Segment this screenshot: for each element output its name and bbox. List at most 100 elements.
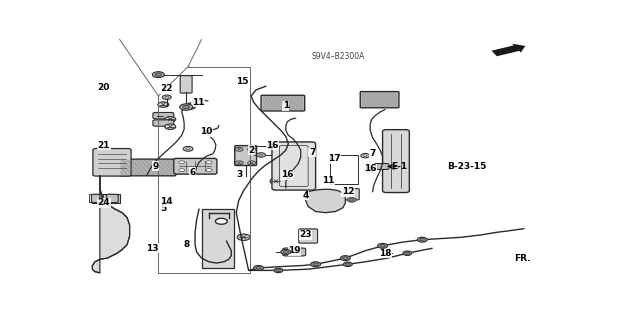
Circle shape (216, 218, 227, 224)
Circle shape (270, 178, 282, 184)
Circle shape (248, 147, 255, 151)
Circle shape (180, 104, 193, 110)
FancyBboxPatch shape (283, 248, 306, 256)
FancyBboxPatch shape (173, 159, 217, 174)
Circle shape (185, 104, 196, 109)
FancyBboxPatch shape (106, 194, 118, 203)
Circle shape (310, 262, 321, 267)
Text: 17: 17 (328, 154, 340, 163)
FancyBboxPatch shape (93, 149, 131, 176)
Circle shape (313, 263, 318, 266)
Text: 16: 16 (266, 141, 278, 150)
FancyBboxPatch shape (272, 142, 316, 190)
Circle shape (165, 124, 176, 130)
Circle shape (403, 251, 412, 256)
Text: 18: 18 (379, 249, 391, 258)
FancyBboxPatch shape (261, 95, 305, 111)
FancyBboxPatch shape (374, 164, 389, 169)
FancyBboxPatch shape (92, 194, 120, 203)
FancyBboxPatch shape (180, 76, 192, 93)
FancyBboxPatch shape (153, 113, 173, 119)
Circle shape (281, 249, 291, 255)
Circle shape (361, 153, 370, 158)
Circle shape (342, 257, 348, 259)
Text: 9: 9 (152, 161, 159, 171)
Circle shape (165, 96, 168, 98)
Text: 4: 4 (303, 191, 309, 200)
FancyBboxPatch shape (344, 189, 359, 200)
Text: 11: 11 (322, 176, 334, 185)
Circle shape (417, 237, 428, 242)
Circle shape (206, 161, 212, 164)
Text: 11: 11 (192, 98, 204, 107)
Circle shape (183, 146, 193, 151)
FancyBboxPatch shape (235, 145, 257, 166)
Circle shape (267, 144, 278, 149)
Circle shape (155, 73, 162, 76)
Circle shape (158, 102, 169, 107)
Circle shape (182, 105, 189, 109)
Circle shape (283, 251, 289, 253)
Circle shape (378, 243, 388, 248)
Text: 12: 12 (342, 187, 354, 196)
Circle shape (346, 263, 350, 265)
Circle shape (364, 155, 367, 157)
Text: E-1: E-1 (392, 161, 408, 171)
Circle shape (340, 256, 350, 261)
Polygon shape (92, 176, 129, 273)
FancyBboxPatch shape (299, 229, 317, 243)
Text: 24: 24 (97, 198, 110, 207)
Text: 5: 5 (160, 204, 166, 213)
Text: 7: 7 (309, 148, 316, 157)
Text: 15: 15 (236, 77, 248, 86)
Text: 20: 20 (98, 83, 110, 92)
Circle shape (405, 252, 410, 255)
Circle shape (259, 154, 263, 156)
Circle shape (179, 169, 185, 172)
Circle shape (276, 269, 281, 271)
FancyBboxPatch shape (92, 194, 103, 203)
Text: 6: 6 (189, 168, 196, 177)
Circle shape (163, 95, 172, 100)
Circle shape (349, 199, 355, 201)
Text: 8: 8 (184, 240, 190, 249)
Text: 16: 16 (364, 164, 377, 173)
Text: 19: 19 (288, 246, 301, 255)
Circle shape (253, 265, 264, 271)
Circle shape (236, 161, 243, 165)
Text: 16: 16 (281, 170, 294, 179)
FancyBboxPatch shape (153, 120, 173, 126)
Text: B-23-15: B-23-15 (447, 161, 486, 171)
Circle shape (344, 262, 352, 266)
Circle shape (206, 169, 212, 172)
Text: 22: 22 (161, 84, 173, 93)
FancyBboxPatch shape (383, 130, 410, 193)
Text: FR.: FR. (514, 254, 531, 263)
Text: 21: 21 (97, 141, 110, 150)
Circle shape (365, 167, 376, 172)
Text: S9V4–B2300A: S9V4–B2300A (311, 52, 365, 61)
Circle shape (284, 174, 295, 181)
Text: 13: 13 (146, 244, 158, 253)
Text: 7: 7 (369, 149, 376, 158)
Circle shape (274, 268, 283, 273)
Circle shape (186, 148, 190, 150)
Circle shape (348, 198, 356, 202)
Circle shape (419, 238, 425, 241)
Circle shape (179, 161, 185, 164)
Circle shape (165, 117, 176, 122)
Text: 14: 14 (161, 197, 173, 206)
FancyBboxPatch shape (119, 159, 176, 176)
Text: 2: 2 (248, 145, 254, 154)
Text: 1: 1 (283, 101, 289, 110)
Text: 3: 3 (237, 170, 243, 179)
Circle shape (380, 244, 385, 247)
Circle shape (237, 234, 250, 241)
Circle shape (152, 72, 164, 78)
Text: 10: 10 (200, 127, 212, 136)
Text: 23: 23 (300, 230, 312, 239)
FancyArrow shape (492, 44, 525, 56)
Circle shape (257, 153, 266, 157)
Circle shape (248, 161, 255, 165)
Circle shape (256, 267, 261, 269)
